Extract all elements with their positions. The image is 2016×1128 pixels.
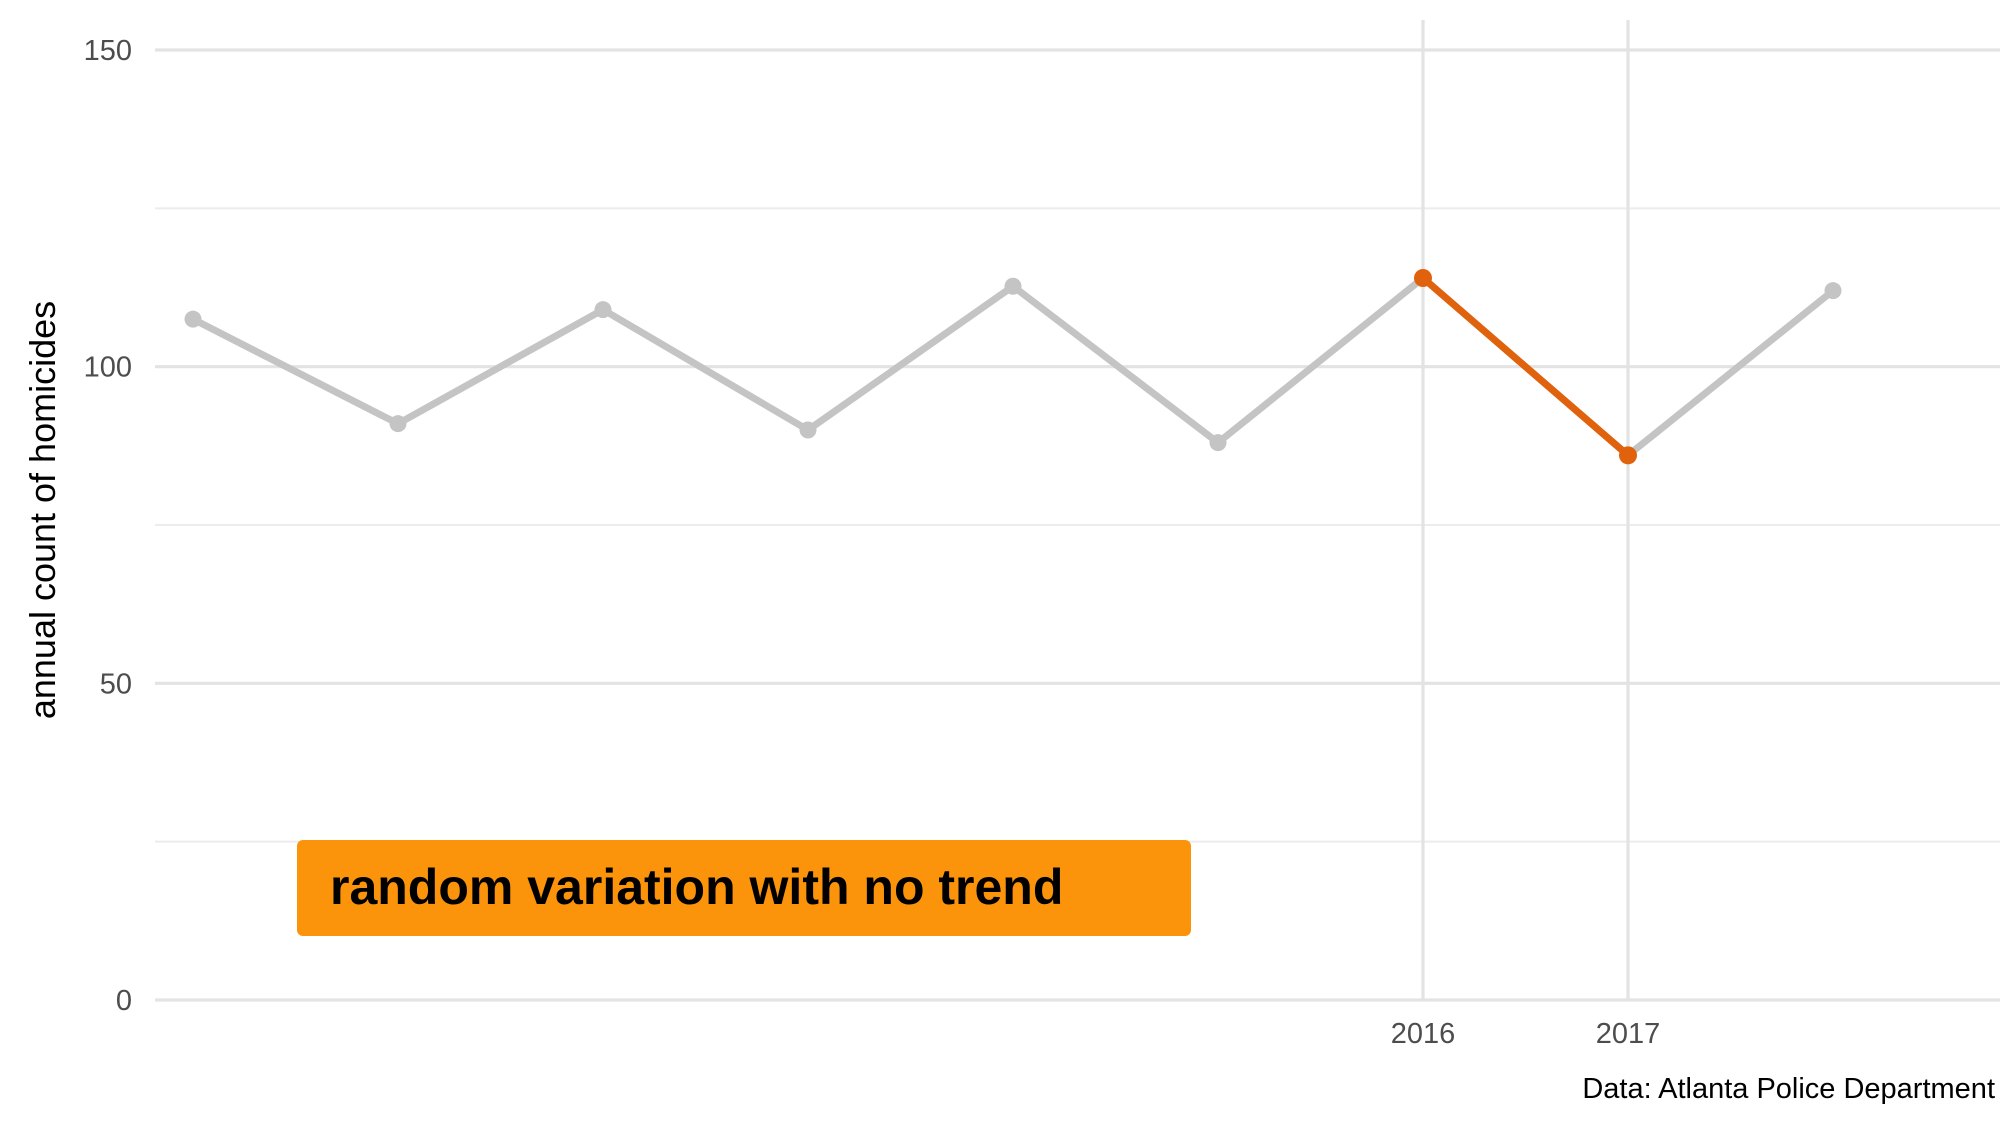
data-point xyxy=(1004,277,1022,295)
highlight-point xyxy=(1414,269,1432,287)
data-point xyxy=(1824,282,1842,300)
x-tick-label: 2016 xyxy=(1391,1018,1456,1050)
data-point xyxy=(594,301,612,319)
y-tick-label: 50 xyxy=(100,668,132,700)
x-axis-tick-labels: 2016 2017 xyxy=(1391,1018,1661,1050)
annotation-text: random variation with no trend xyxy=(330,859,1063,915)
series-points xyxy=(184,269,1842,465)
y-tick-label: 100 xyxy=(84,352,132,384)
data-point xyxy=(799,421,817,439)
data-point xyxy=(389,415,407,433)
annotation: random variation with no trend xyxy=(297,840,1191,936)
highlight-point xyxy=(1619,446,1637,465)
highlight-line xyxy=(1419,274,1632,459)
y-axis-tick-labels: 0 50 100 150 xyxy=(84,35,132,1017)
y-tick-label: 150 xyxy=(84,35,132,67)
y-tick-label: 0 xyxy=(116,985,132,1017)
data-point xyxy=(1209,434,1227,452)
annotation-box xyxy=(297,840,1191,936)
data-point xyxy=(184,310,202,328)
y-axis-title: annual count of homicides xyxy=(22,301,63,719)
x-tick-label: 2017 xyxy=(1596,1018,1661,1050)
caption: Data: Atlanta Police Department xyxy=(1582,1073,1995,1105)
